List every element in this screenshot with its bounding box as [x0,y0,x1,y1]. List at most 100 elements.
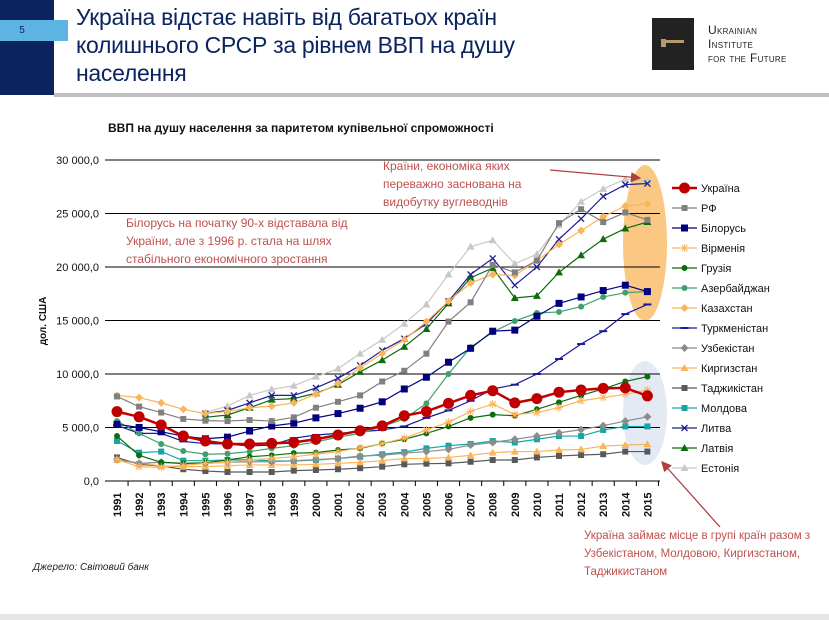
arrow-to-ukraine-group [661,461,721,528]
data-point [467,344,475,352]
data-point [641,390,653,402]
x-tick-label: 2014 [620,492,632,517]
data-point [489,327,497,335]
x-tick-label: 2001 [333,493,345,517]
data-point [268,418,275,425]
data-point [445,358,452,366]
data-point [312,414,320,422]
data-point [245,403,254,412]
data-point [599,287,607,295]
data-point [202,417,209,424]
data-point [577,425,586,434]
data-point [555,299,563,307]
belarus-annotation: Білорусь на початку 90-х відставала від … [126,216,348,266]
data-point [511,457,518,464]
data-point [466,279,475,288]
data-point [599,235,608,243]
x-tick-label: 1994 [178,492,190,517]
data-point [643,386,652,395]
data-point [135,393,144,402]
x-tick-label: 1997 [245,493,257,517]
data-point [577,197,586,205]
legend-label: Естонія [701,463,739,475]
data-point [356,349,365,357]
data-point [621,224,630,232]
data-point [643,440,652,448]
data-point [334,454,342,463]
logo-line: Ukrainian [708,23,758,37]
data-point [644,373,651,380]
data-point [599,184,608,192]
hydrocarbon-annotation: Країни, економіка яких переважно заснова… [383,159,522,209]
x-tick-label: 2015 [642,493,654,517]
data-point [290,414,297,421]
data-point [135,424,143,431]
data-point [511,318,518,325]
slide-title: Україна відстає навіть від багатьох краї… [76,4,515,86]
logo-line: for the Future [708,51,787,65]
data-point [244,438,256,450]
chart-title: ВВП на душу населення за паритетом купів… [108,121,494,135]
data-point [422,373,430,381]
data-point [111,406,123,418]
data-point [357,465,364,472]
logo-key-icon [652,18,694,70]
data-point [335,466,341,473]
data-point [400,454,409,462]
data-point [114,393,120,400]
data-point [511,326,519,334]
data-point [643,288,651,296]
data-point [378,451,387,460]
legend-item: Туркменістан [672,323,768,335]
data-point [466,451,475,459]
data-point [357,392,364,399]
y-tick-label: 30 000,0 [56,155,99,167]
data-point [622,448,629,455]
series-Казахстан [113,199,652,418]
header-accent-band [0,0,54,95]
data-point [466,441,475,450]
data-point [289,381,298,389]
legend-item: Латвія [672,443,733,455]
legend-item: Вірменія [672,243,745,255]
data-point [466,407,475,416]
legend-marker [680,444,689,451]
data-point [489,457,496,464]
x-tick-label: 1996 [223,493,235,517]
data-point [599,421,608,430]
x-tick-label: 1999 [289,493,301,517]
legend-label: Молдова [701,403,748,415]
highlight-ukraine-group [623,361,667,465]
data-point [157,463,166,472]
data-point [556,399,562,406]
data-point [644,216,651,223]
data-point [488,438,497,447]
legend-marker [679,182,690,194]
data-point [290,419,298,427]
data-point [533,257,540,264]
data-point [245,391,254,399]
data-point [334,459,342,467]
y-tick-label: 25 000,0 [56,209,99,221]
legend-marker [680,344,689,352]
data-point [311,450,320,459]
data-point [422,317,431,326]
x-tick-label: 1992 [134,493,146,517]
data-point [423,400,430,407]
data-point [621,441,630,449]
y-tick-label: 5 000,0 [62,423,99,435]
data-point [223,458,232,467]
data-point [599,212,608,221]
data-point [422,425,431,434]
x-tick-label: 2011 [554,493,566,517]
legend-item: Молдова [672,403,748,415]
data-point [356,443,365,452]
legend-label: Латвія [701,443,733,455]
data-point [600,426,607,433]
data-point [245,456,254,465]
legend-marker [680,364,689,371]
x-tick-label: 1998 [267,493,279,517]
data-point [267,402,276,411]
data-point [268,391,276,399]
data-point [158,440,165,447]
